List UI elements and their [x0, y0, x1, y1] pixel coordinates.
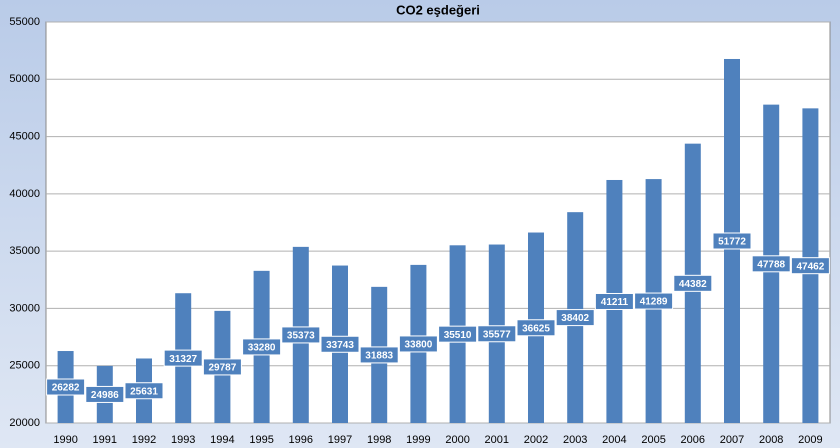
- value-label: 25631: [130, 386, 158, 397]
- x-tick-label: 1992: [132, 434, 156, 446]
- x-tick-label: 1993: [171, 434, 195, 446]
- value-label: 35373: [287, 331, 315, 342]
- x-tick-label: 2005: [641, 434, 665, 446]
- value-label-box: [281, 326, 321, 344]
- value-label-box: [634, 292, 674, 310]
- value-label: 35577: [483, 329, 511, 340]
- value-label: 31327: [169, 354, 197, 365]
- value-label-box: [359, 346, 399, 364]
- value-label: 33800: [404, 340, 432, 351]
- value-label: 33280: [248, 343, 276, 354]
- value-label-box: [555, 309, 595, 327]
- x-tick-label: 2008: [759, 434, 783, 446]
- x-tick-label: 2000: [445, 434, 469, 446]
- x-tick-label: 1994: [210, 434, 234, 446]
- value-label-box: [163, 349, 203, 367]
- value-label-box: [85, 385, 125, 403]
- y-tick-label: 30000: [9, 302, 40, 314]
- y-tick-label: 50000: [9, 73, 40, 85]
- x-tick-label: 2006: [681, 434, 705, 446]
- value-label-box: [751, 255, 791, 273]
- value-label-box: [594, 292, 634, 310]
- x-tick-label: 2003: [563, 434, 587, 446]
- x-tick-label: 1997: [328, 434, 352, 446]
- y-tick-label: 35000: [9, 245, 40, 257]
- y-tick-label: 45000: [9, 130, 40, 142]
- value-label-box: [242, 338, 282, 356]
- value-label: 33743: [326, 340, 354, 351]
- value-label-box: [477, 325, 517, 343]
- x-tick-label: 1998: [367, 434, 391, 446]
- x-tick-label: 2009: [798, 434, 822, 446]
- y-tick-label: 40000: [9, 188, 40, 200]
- value-label: 36625: [522, 323, 550, 334]
- value-label-box: [46, 378, 86, 396]
- value-label: 38402: [561, 313, 589, 324]
- plot-area: [45, 21, 831, 424]
- x-tick-label: 1996: [289, 434, 313, 446]
- x-tick-label: 1999: [406, 434, 430, 446]
- value-label-box: [673, 274, 713, 292]
- value-label-box: [712, 232, 752, 250]
- value-label-box: [438, 325, 478, 343]
- chart-title: CO2 eşdeğeri: [396, 2, 480, 17]
- value-label: 47462: [796, 261, 824, 272]
- value-label: 51772: [718, 237, 746, 248]
- value-label-box: [124, 382, 164, 400]
- value-label: 29787: [208, 363, 236, 374]
- y-tick-label: 25000: [9, 360, 40, 372]
- x-tick-label: 2007: [720, 434, 744, 446]
- value-label: 41211: [601, 297, 629, 308]
- x-tick-label: 1991: [93, 434, 117, 446]
- x-tick-label: 2001: [485, 434, 509, 446]
- x-tick-label: 1990: [53, 434, 77, 446]
- x-tick-label: 2002: [524, 434, 548, 446]
- value-label: 24986: [91, 390, 119, 401]
- value-label-box: [790, 257, 830, 275]
- x-tick-label: 1995: [249, 434, 273, 446]
- value-label: 26282: [52, 383, 80, 394]
- value-label-box: [398, 335, 438, 353]
- value-label: 47788: [757, 259, 785, 270]
- value-label-box: [516, 319, 556, 337]
- value-label-box: [202, 358, 242, 376]
- value-label: 35510: [444, 330, 472, 341]
- value-label-box: [320, 335, 360, 353]
- value-label: 31883: [365, 351, 393, 362]
- value-label: 41289: [640, 297, 668, 308]
- y-tick-label: 20000: [9, 417, 40, 429]
- y-tick-label: 55000: [9, 16, 40, 28]
- x-tick-label: 2004: [602, 434, 626, 446]
- value-label: 44382: [679, 279, 707, 290]
